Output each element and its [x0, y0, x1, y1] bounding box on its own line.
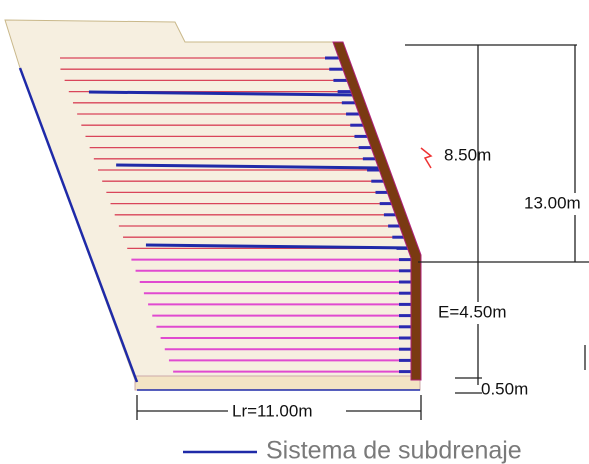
dim-label: 13.00m: [524, 193, 581, 212]
label-bg: [522, 193, 584, 215]
arrow-icon: [420, 147, 433, 169]
dim-label: E=4.50m: [438, 302, 507, 321]
label-bg: [436, 302, 520, 324]
reinforcement-strip: [88, 90, 356, 97]
back-drain: [18, 67, 139, 383]
base-layer: [134, 375, 421, 391]
dim-label: Lr=11.00m: [232, 401, 312, 420]
reinforcement-strip: [145, 243, 414, 250]
reinforcement: [60, 56, 414, 374]
label-bg: [228, 401, 346, 421]
wall-facing: [332, 41, 422, 381]
reinforcement-strip: [116, 163, 384, 170]
dim-label: 0.50m: [481, 379, 528, 398]
legend-label: Sistema de subdrenaje: [266, 437, 522, 464]
dim-label: 8.50m: [444, 145, 491, 164]
